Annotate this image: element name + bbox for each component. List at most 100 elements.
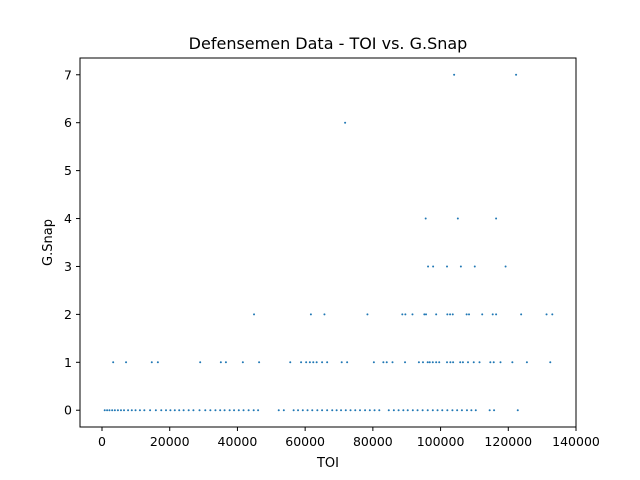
data-point <box>112 361 115 364</box>
data-point <box>431 409 434 412</box>
data-point <box>515 73 518 76</box>
data-point <box>406 409 409 412</box>
data-point <box>241 361 244 364</box>
data-point <box>312 361 315 364</box>
data-point <box>470 409 473 412</box>
data-point <box>426 361 429 364</box>
data-point <box>489 361 492 364</box>
data-point <box>446 313 449 316</box>
data-point <box>321 361 324 364</box>
data-point <box>397 409 400 412</box>
data-point <box>401 313 404 316</box>
data-point <box>391 361 394 364</box>
data-point <box>478 361 481 364</box>
data-point <box>301 409 304 412</box>
data-point <box>300 361 303 364</box>
y-tick-label: 0 <box>64 403 72 418</box>
data-point <box>465 409 468 412</box>
data-point <box>187 409 190 412</box>
y-tick-label: 5 <box>64 163 72 178</box>
data-point <box>427 265 430 268</box>
y-tick-label: 6 <box>64 115 72 130</box>
data-point <box>326 361 329 364</box>
data-point <box>335 409 338 412</box>
x-tick-label: 40000 <box>218 434 258 449</box>
data-point <box>460 409 463 412</box>
data-point <box>392 409 395 412</box>
x-tick-label: 100000 <box>417 434 465 449</box>
data-point <box>258 361 261 364</box>
data-point <box>257 409 260 412</box>
data-point <box>315 361 318 364</box>
data-point <box>223 409 226 412</box>
data-point <box>173 409 176 412</box>
data-point <box>492 361 495 364</box>
data-point <box>340 409 343 412</box>
data-point <box>449 313 452 316</box>
plot-frame <box>79 57 577 428</box>
data-point <box>358 409 361 412</box>
data-point <box>116 409 119 412</box>
data-point <box>214 409 217 412</box>
data-point <box>474 409 477 412</box>
data-point <box>354 409 357 412</box>
data-point <box>138 409 141 412</box>
data-point <box>247 409 250 412</box>
x-tick-label: 20000 <box>150 434 190 449</box>
data-point <box>326 409 329 412</box>
data-point <box>488 409 491 412</box>
data-point <box>143 409 146 412</box>
data-point <box>481 313 484 316</box>
data-point <box>134 409 137 412</box>
data-point <box>441 409 444 412</box>
data-point <box>368 409 371 412</box>
data-point <box>504 265 507 268</box>
data-point <box>387 409 390 412</box>
data-point <box>346 361 349 364</box>
data-point <box>446 409 449 412</box>
data-point <box>493 409 496 412</box>
data-point <box>411 313 414 316</box>
data-point <box>456 217 459 220</box>
data-point <box>154 409 157 412</box>
data-point <box>182 409 185 412</box>
data-point <box>306 409 309 412</box>
data-point <box>125 361 128 364</box>
x-tick-label: 0 <box>98 434 106 449</box>
data-point <box>468 313 471 316</box>
data-point <box>242 409 245 412</box>
data-point <box>169 409 172 412</box>
data-point <box>385 361 388 364</box>
data-point <box>282 409 285 412</box>
data-point <box>421 409 424 412</box>
y-axis-label: G.Snap <box>41 219 56 266</box>
y-tick-label: 4 <box>64 211 72 226</box>
data-point <box>520 313 523 316</box>
data-point <box>411 409 414 412</box>
data-point <box>364 409 367 412</box>
data-point <box>219 409 222 412</box>
data-point <box>428 361 431 364</box>
data-point <box>446 361 449 364</box>
data-point <box>321 409 324 412</box>
data-point <box>436 409 439 412</box>
data-point <box>451 409 454 412</box>
data-point <box>426 409 429 412</box>
x-tick-label: 140000 <box>552 434 600 449</box>
data-point <box>431 361 434 364</box>
data-point <box>453 73 456 76</box>
x-axis-label: TOI <box>316 456 339 471</box>
data-point <box>237 409 240 412</box>
data-point <box>156 361 159 364</box>
data-point <box>160 409 163 412</box>
data-point <box>308 361 311 364</box>
data-point <box>452 361 455 364</box>
data-point <box>495 217 498 220</box>
chart-title: Defensemen Data - TOI vs. G.Snap <box>189 34 468 53</box>
data-point <box>516 409 519 412</box>
data-point <box>551 313 554 316</box>
data-point <box>305 361 308 364</box>
data-point <box>192 409 195 412</box>
data-point <box>111 409 114 412</box>
